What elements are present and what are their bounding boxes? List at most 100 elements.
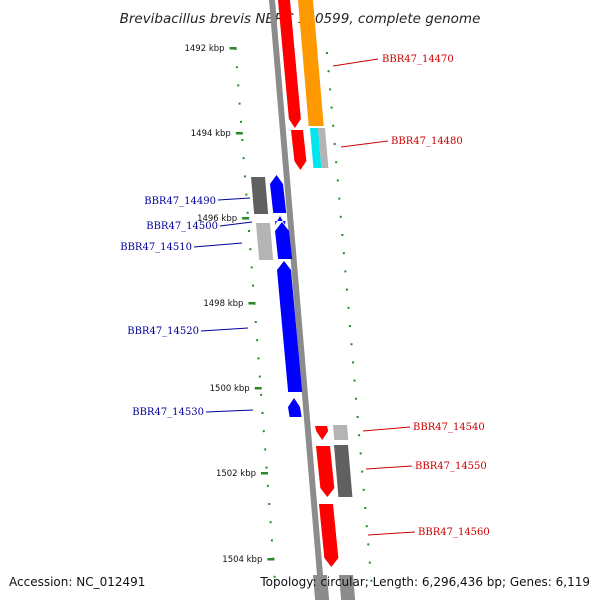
tick-dot <box>242 157 245 160</box>
gene-14540-gray <box>333 425 349 440</box>
tick-dot <box>258 375 261 378</box>
gene-14500-blue <box>275 216 286 225</box>
label-leader-line <box>219 221 253 227</box>
gene-features <box>251 0 356 600</box>
tick-dot <box>270 539 273 542</box>
gene-label-bbr47-14560: BBR47_14560 <box>418 527 490 538</box>
topology-text: Topology: circular; Length: 6,296,436 bp… <box>259 575 590 589</box>
gene-label-bbr47-14500: BBR47_14500 <box>146 221 218 232</box>
label-leader-line <box>340 140 389 148</box>
gene-label-bbr47-14550: BBR47_14550 <box>415 461 487 472</box>
tick-dot <box>245 193 248 196</box>
tick-dot <box>248 230 251 232</box>
tick-label: 1498 kbp <box>203 299 243 309</box>
gene-14490-block <box>251 177 269 214</box>
tick-mark <box>267 558 275 561</box>
tick-dot <box>336 179 339 182</box>
tick-dot <box>262 430 265 433</box>
tick-dot <box>335 161 338 164</box>
tick-dot <box>347 306 350 309</box>
tick-dot <box>238 102 241 105</box>
gene-14550-red <box>316 446 335 497</box>
tick-dot <box>252 284 255 287</box>
label-leader-line <box>217 197 251 201</box>
tick-dot <box>254 321 257 323</box>
tick-dot <box>341 234 344 236</box>
tick-label: 1504 kbp <box>222 555 262 565</box>
gene-14510-blue <box>275 222 293 259</box>
tick-dot <box>266 484 269 487</box>
tick-dot <box>239 120 242 123</box>
tick-label: 1502 kbp <box>216 469 256 479</box>
tick-dots <box>234 48 373 582</box>
label-leader-line <box>367 531 416 536</box>
tick-dot <box>237 84 240 87</box>
gene-bottom-gray <box>313 575 330 600</box>
label-leader-line <box>200 327 249 332</box>
tick-dot <box>355 397 358 400</box>
tick-label: 1500 kbp <box>210 384 250 394</box>
tick-dot <box>367 543 370 546</box>
tick-dot <box>264 448 267 451</box>
gene-labels: BBR47_14470 BBR47_14480 BBR47_14490 BBR47_1… <box>120 54 490 538</box>
backbone-line <box>268 0 326 600</box>
tick-dot <box>348 325 351 327</box>
gene-orange-block <box>298 0 324 126</box>
tick-dot <box>261 412 264 414</box>
tick-dot <box>327 70 330 73</box>
tick-mark <box>242 217 250 220</box>
label-leader-line <box>205 409 254 413</box>
tick-dot <box>358 434 361 437</box>
gene-label-bbr47-14480: BBR47_14480 <box>391 136 463 147</box>
tick-mark <box>235 132 243 135</box>
tick-dot <box>330 106 333 109</box>
gene-14550-gray <box>334 445 353 497</box>
tick-mark <box>261 472 269 475</box>
tick-dot <box>273 575 276 578</box>
tick-dot <box>356 416 359 418</box>
gene-label-bbr47-14540: BBR47_14540 <box>413 422 485 433</box>
tick-dot <box>339 215 342 218</box>
gene-14540-red <box>315 426 329 440</box>
tick-label: 1494 kbp <box>191 129 231 139</box>
gene-label-bbr47-14490: BBR47_14490 <box>144 196 216 207</box>
tick-dot <box>350 343 353 346</box>
kbp-ticks: 1492 kbp 1494 kbp 1496 kbp 1498 kbp 1500 kbp… <box>184 44 275 565</box>
tick-dot <box>243 175 246 178</box>
tick-dot <box>250 266 253 269</box>
gene-label-bbr47-14530: BBR47_14530 <box>132 407 204 418</box>
tick-dot <box>359 452 362 455</box>
tick-dot <box>364 507 367 509</box>
tick-mark <box>229 47 237 50</box>
tick-dot <box>368 561 371 564</box>
tick-dot <box>326 52 329 54</box>
label-leader-line <box>332 58 379 67</box>
tick-dot <box>353 379 356 382</box>
genome-backbone <box>268 0 326 600</box>
accession-text: Accession: NC_012491 <box>9 575 145 589</box>
gene-red-small <box>291 130 307 170</box>
tick-dot <box>246 211 249 214</box>
tick-dot <box>345 288 348 291</box>
tick-dot <box>329 88 332 91</box>
tick-dot <box>256 339 259 342</box>
tick-dot <box>342 252 345 255</box>
tick-label: 1496 kbp <box>197 214 237 224</box>
gene-14480-cyan <box>310 128 322 168</box>
tick-dot <box>333 143 336 145</box>
tick-dot <box>268 503 271 505</box>
tick-dot <box>241 139 244 141</box>
tick-dot <box>249 248 252 251</box>
tick-dot <box>260 393 263 396</box>
tick-dot <box>370 579 373 582</box>
gene-14520-blue <box>277 261 303 392</box>
gene-14510-block <box>256 223 274 260</box>
tick-dot <box>362 488 365 491</box>
label-leader-line <box>362 426 411 432</box>
tick-dot <box>332 124 335 127</box>
label-leader-line <box>365 465 413 470</box>
tick-dot <box>361 470 364 473</box>
gene-14470-block <box>278 0 301 128</box>
label-leader-line <box>193 242 243 248</box>
